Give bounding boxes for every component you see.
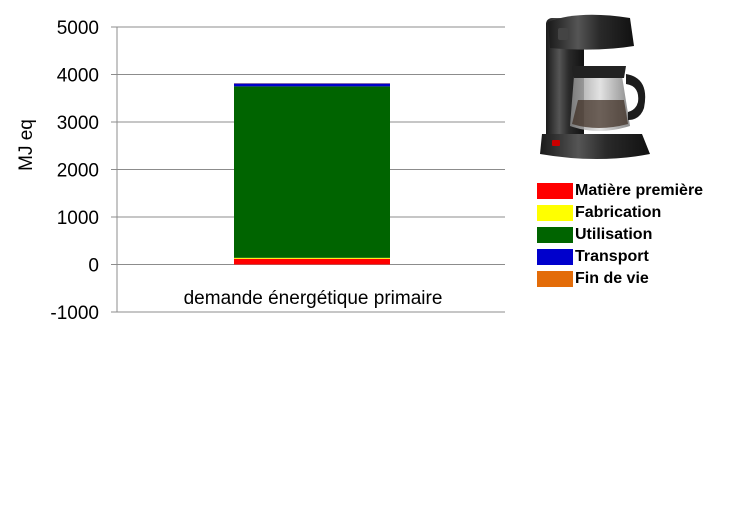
y-tick-labels: 5000 4000 3000 2000 1000 0 -1000 [50, 18, 99, 324]
legend-swatch [537, 249, 573, 265]
bar-segment-transport [234, 83, 390, 87]
axes [111, 26, 505, 313]
legend-item-fin-de-vie: Fin de vie [537, 268, 703, 290]
legend-item-transport: Transport [537, 246, 703, 268]
legend-item-fabrication: Fabrication [537, 202, 703, 224]
legend-label: Matière première [575, 182, 704, 199]
y-tick-label: 3000 [57, 113, 99, 134]
legend-item-matiere-premiere: Matière première [537, 180, 703, 202]
y-tick-label: 2000 [57, 161, 99, 182]
legend-swatch [537, 271, 573, 287]
y-axis-label: MJ eq [16, 119, 37, 171]
legend-label: Transport [575, 248, 649, 265]
legend-label: Fin de vie [575, 270, 649, 287]
legend-swatch [537, 183, 573, 199]
coffee-maker-image [540, 14, 650, 159]
y-tick-label: -1000 [50, 303, 99, 324]
legend-item-utilisation: Utilisation [537, 224, 703, 246]
legend-label: Fabrication [575, 204, 662, 221]
y-tick-label: 5000 [57, 18, 99, 39]
legend-swatch [537, 227, 573, 243]
legend-swatch [537, 205, 573, 221]
bar-segment-utilisation [234, 86, 390, 258]
category-label: demande énergétique primaire [184, 288, 443, 309]
legend: Matière première Fabrication Utilisation… [537, 180, 703, 290]
y-tick-label: 4000 [57, 66, 99, 87]
y-tick-label: 1000 [57, 208, 99, 229]
legend-label: Utilisation [575, 226, 653, 243]
bar-segment-matière-première [234, 258, 390, 265]
y-tick-label: 0 [88, 256, 99, 277]
bars [234, 83, 390, 265]
bar-segment-fabrication [234, 257, 390, 259]
